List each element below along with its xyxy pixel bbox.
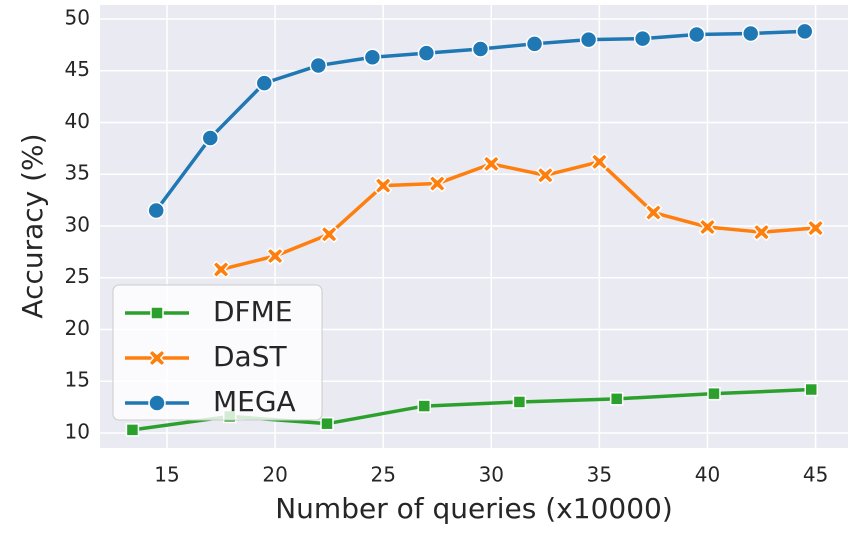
marker: [148, 394, 166, 412]
marker: [309, 56, 328, 75]
y-tick-label: 30: [65, 212, 90, 236]
y-tick-label: 10: [65, 419, 90, 443]
legend: DFME DaST MEGA: [112, 284, 323, 421]
x-tick-label: 25: [370, 463, 395, 487]
x-tick-label: 35: [587, 463, 612, 487]
marker: [644, 203, 663, 222]
series-line: [220, 160, 816, 272]
marker: [796, 22, 814, 41]
marker: [752, 223, 771, 242]
y-tick-label: 45: [65, 57, 90, 81]
x-tick-label: 40: [695, 463, 720, 487]
legend-label: DFME: [213, 295, 293, 328]
marker: [320, 416, 334, 431]
marker: [428, 174, 447, 193]
marker: [125, 423, 140, 437]
marker: [471, 40, 490, 58]
marker: [255, 74, 274, 92]
y-tick-label: 20: [65, 316, 90, 340]
marker: [266, 246, 285, 266]
marker: [363, 48, 382, 67]
x-tick-label: 45: [803, 463, 828, 487]
y-tick-label: 15: [65, 368, 90, 392]
y-tick-label: 25: [65, 264, 90, 288]
marker: [417, 399, 432, 413]
marker: [707, 386, 721, 401]
marker: [417, 44, 436, 62]
legend-box: [112, 284, 323, 421]
y-tick-label: 50: [65, 5, 90, 29]
x-tick-label: 15: [154, 463, 179, 487]
marks: [125, 22, 825, 437]
legend-label: DaST: [213, 340, 287, 373]
marker: [590, 152, 609, 171]
y-tick-label: 35: [65, 161, 90, 185]
marker: [687, 25, 706, 44]
marker: [536, 166, 555, 185]
marker: [482, 154, 501, 173]
marker: [633, 29, 652, 48]
marker: [698, 217, 717, 237]
x-tick-label: 30: [479, 463, 504, 487]
y-axis-label: Accuracy (%): [16, 133, 49, 318]
marker: [320, 225, 339, 244]
marker: [512, 395, 527, 409]
marker: [374, 176, 393, 195]
marker: [150, 306, 164, 320]
marker: [609, 392, 624, 406]
marker: [741, 24, 760, 43]
x-tick-label: 20: [262, 463, 287, 487]
marker: [806, 219, 825, 238]
marker: [525, 35, 544, 53]
legend-label: MEGA: [213, 385, 296, 418]
marker: [201, 129, 220, 147]
marker: [147, 348, 167, 368]
marker: [147, 201, 165, 220]
y-tick-label: 40: [65, 109, 90, 133]
x-axis-label: Number of queries (x10000): [275, 492, 673, 525]
marker: [579, 30, 598, 49]
marker: [804, 382, 818, 397]
marker: [212, 260, 231, 279]
